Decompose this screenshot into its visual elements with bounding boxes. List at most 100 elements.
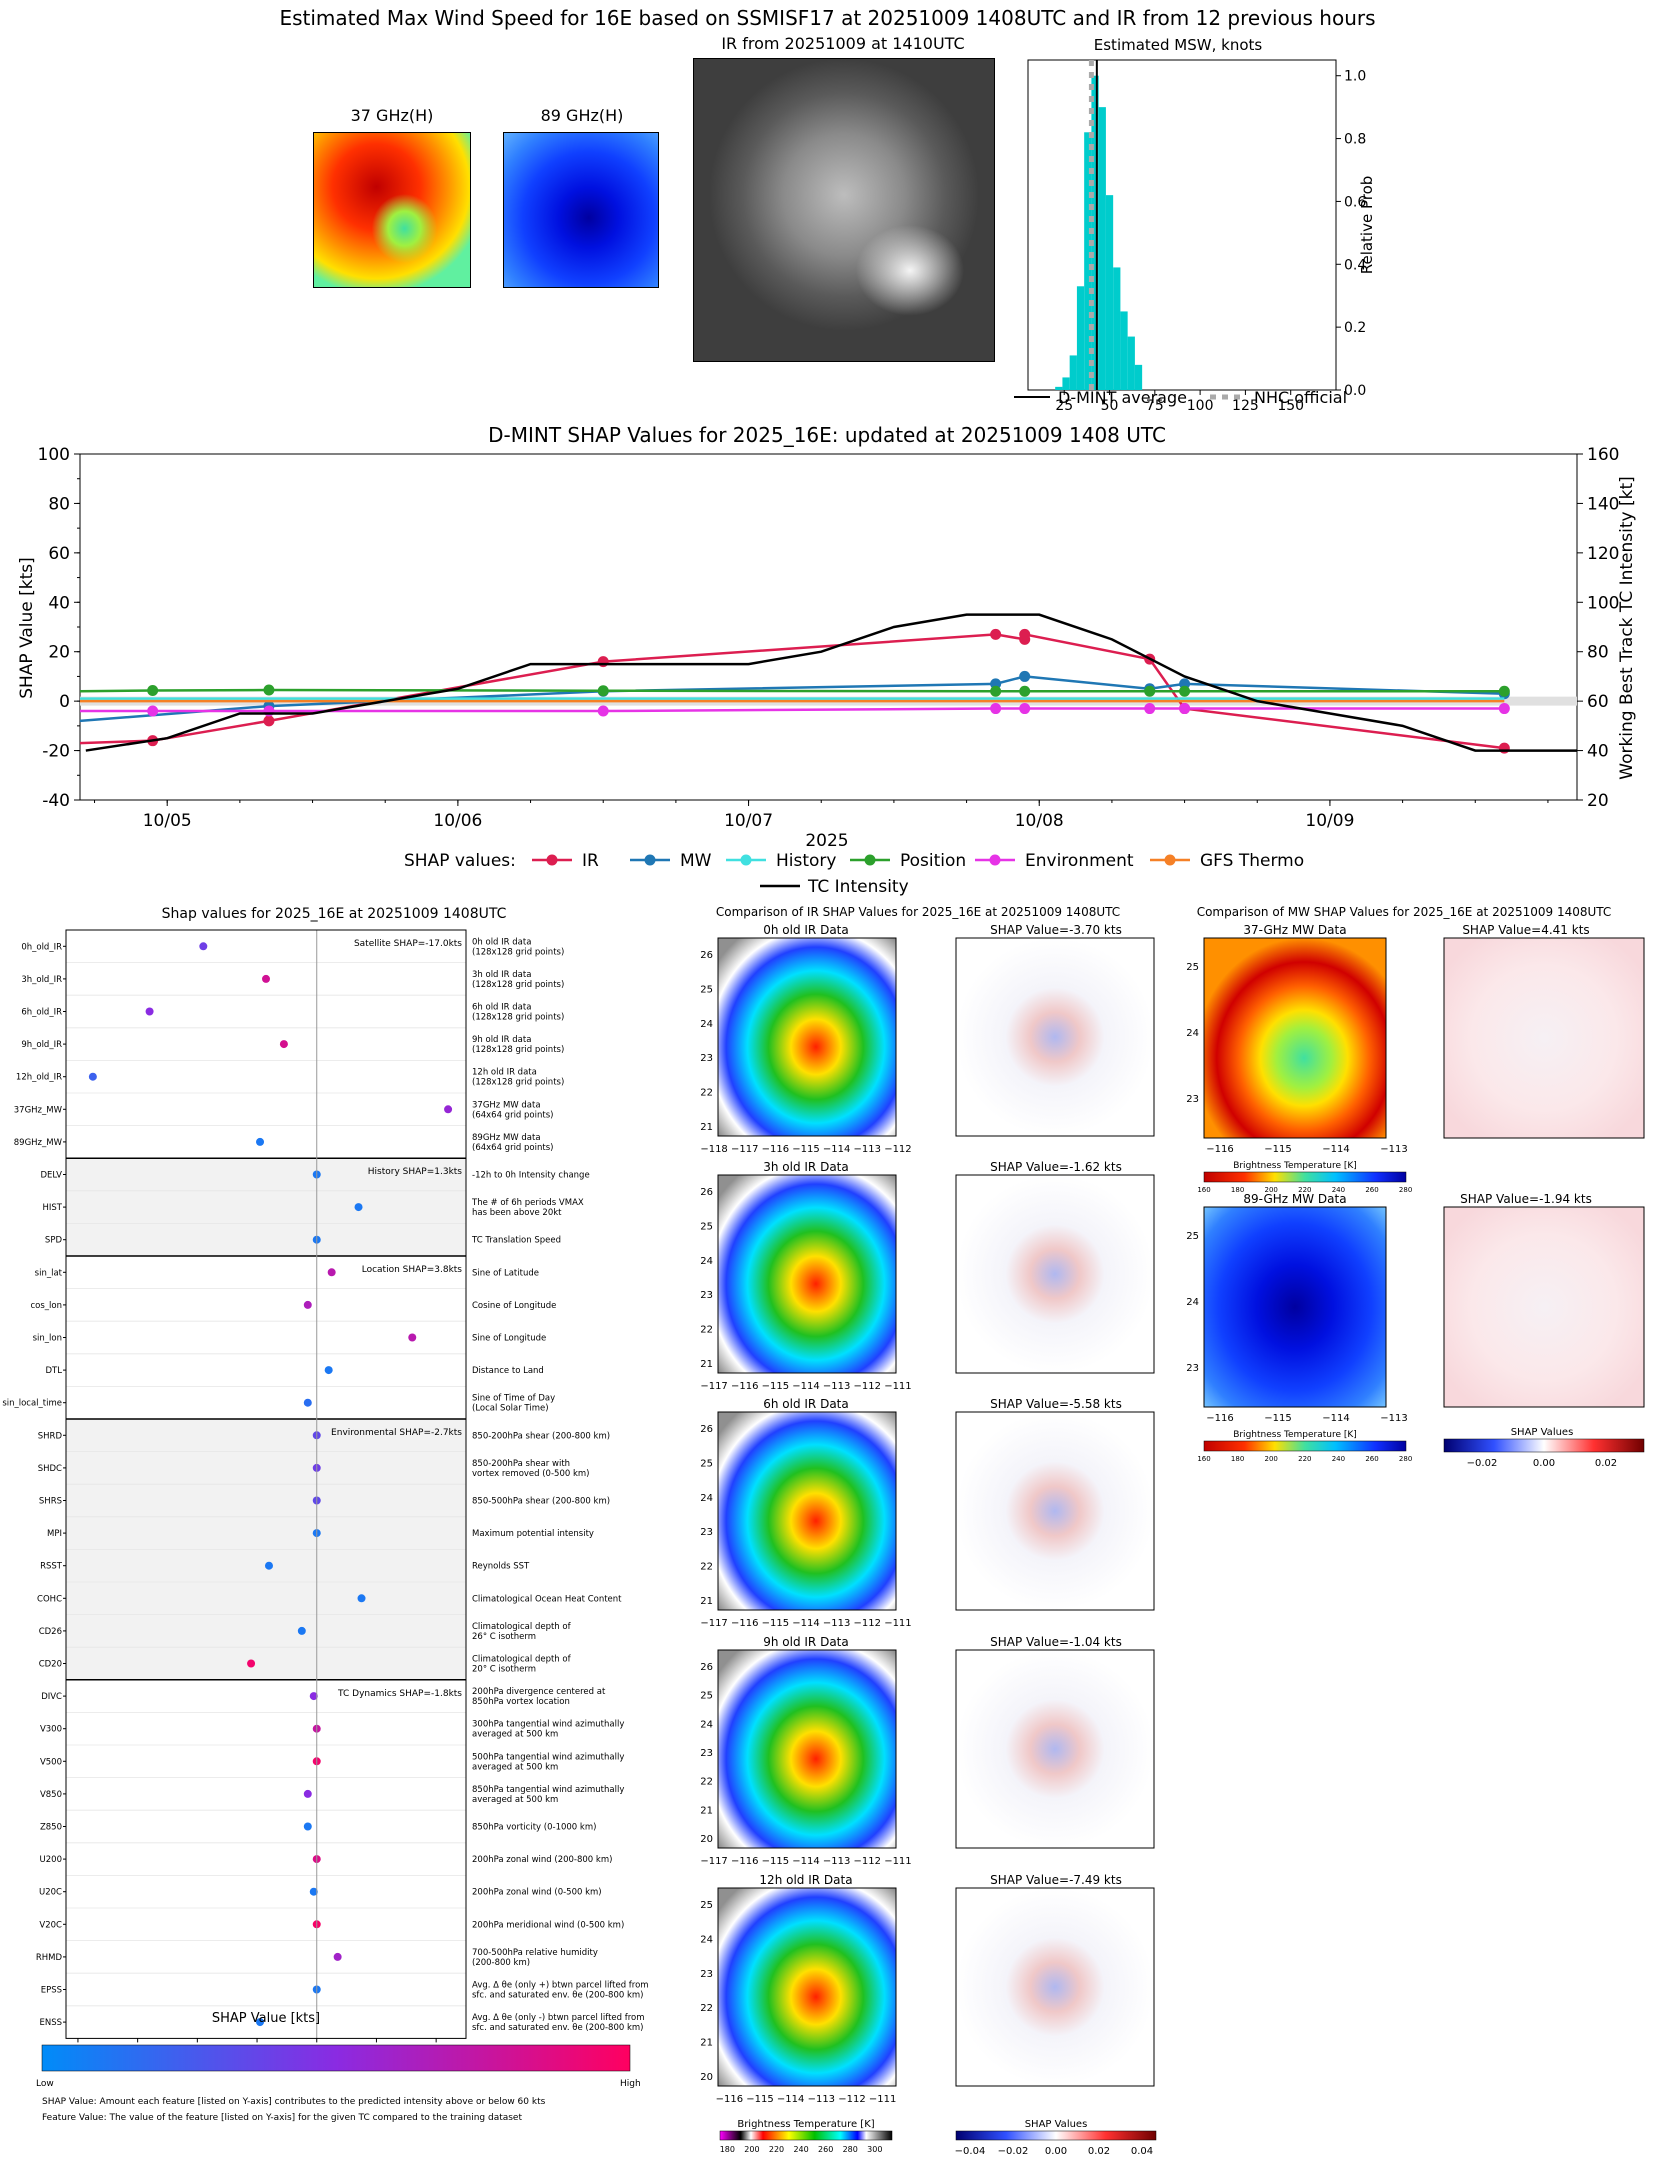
ir-xtick-labels: −116 −115 −114 −113 −112 −111 (716, 2094, 897, 2105)
hist-bar (1105, 195, 1114, 390)
legend-label: History (776, 851, 836, 871)
series-point-position (990, 685, 1002, 697)
hist-ytick-label: 0.0 (1344, 383, 1366, 399)
ir-ytick-label: 24 (700, 1934, 713, 1945)
feature-desc: vortex removed (0-500 km) (472, 1469, 589, 1479)
irc-shap-colorbar (955, 2130, 1157, 2141)
feature-name: Z850 (40, 1823, 62, 1833)
mw-shap-image (1443, 937, 1645, 1139)
feature-desc: 89GHz MW data (472, 1133, 541, 1143)
mw-shap-cbar-tick: −0.02 (1467, 1458, 1498, 1469)
legend-label: Position (900, 851, 966, 871)
hist-bar (1069, 355, 1077, 390)
ir-ytick-label: 24 (700, 1719, 713, 1730)
hist-bar (1062, 377, 1070, 390)
feature-desc: 6h old IR data (472, 1003, 531, 1013)
shap-panel-title: SHAP Value=-1.62 kts (990, 1160, 1122, 1174)
ir-ytick-label: 21 (700, 2038, 713, 2049)
feature-name: U20C (39, 1888, 62, 1898)
feature-desc: sfc. and saturated env. θe (200-800 km) (472, 2023, 644, 2033)
feature-name: sin_local_time (2, 1399, 62, 1409)
hist-bar (1055, 386, 1063, 390)
ir-title: IR from 20251009 at 1410UTC (721, 34, 965, 53)
hist-bar (1120, 311, 1128, 390)
irc-cbar-tick: 240 (793, 2145, 808, 2154)
series-point-environment (990, 703, 1002, 715)
sb-title: Shap values for 2025_16E at 20251009 140… (162, 906, 507, 922)
feature-shap-point (324, 1366, 333, 1375)
ts-y2tick-label: 160 (1587, 445, 1619, 465)
mw-cbar-tick: 220 (1298, 1186, 1311, 1194)
tc-intensity-line (85, 613, 1577, 752)
group-shading (66, 1158, 466, 1256)
series-point-position (147, 685, 159, 697)
hist-bar (1098, 107, 1106, 391)
irc-shap-tick: 0.00 (1045, 2146, 1067, 2157)
feature-name: 3h_old_IR (21, 975, 62, 985)
mw-cbar-tick: 160 (1197, 1455, 1210, 1463)
group-label: Location SHAP=3.8kts (362, 1265, 463, 1275)
feature-desc: 12h old IR data (472, 1068, 537, 1078)
ir-xtick-labels: −118 −117 −116 −115 −114 −113 −112 (700, 1144, 911, 1155)
cbar-low-label: Low (36, 2079, 54, 2089)
group-label: History SHAP=1.3kts (368, 1167, 463, 1177)
mw-panel-image (1203, 1206, 1387, 1408)
irc-cbar-tick: 200 (744, 2145, 759, 2154)
feature-shap-point (354, 1203, 363, 1212)
ir-ytick-label: 25 (700, 1221, 713, 1232)
feature-shap-point (309, 1887, 318, 1896)
hist-ytick-label: 0.2 (1344, 320, 1366, 336)
series-line-position (79, 688, 1505, 693)
feature-desc: (64x64 grid points) (472, 1143, 553, 1153)
feature-shap-point (264, 1561, 273, 1570)
footnote-feature: Feature Value: The value of the feature … (42, 2113, 522, 2123)
feature-desc: 3h old IR data (472, 970, 531, 980)
feature-name: HIST (43, 1203, 63, 1213)
series-point-position (1144, 685, 1156, 697)
irc-cbar-tick: 300 (867, 2145, 882, 2154)
hist-xtick-label: 150 (1277, 398, 1304, 414)
feature-shap-point (256, 1137, 265, 1146)
feature-desc: (128x128 grid points) (472, 1045, 564, 1055)
feature-desc: Maximum potential intensity (472, 1529, 594, 1539)
series-line-environment (80, 707, 1505, 713)
ts-y2tick-label: 60 (1587, 692, 1609, 712)
group-label: Environmental SHAP=-2.7kts (331, 1428, 462, 1438)
series-point-ir (597, 656, 609, 668)
mw-panel-image (1203, 937, 1387, 1139)
feature-desc: TC Translation Speed (471, 1236, 561, 1246)
mw-xtick-label: −115 (1264, 1144, 1291, 1155)
hist-bar (1113, 267, 1121, 390)
hist-bar (1134, 364, 1143, 390)
mw-cbar-tick: 200 (1265, 1186, 1278, 1194)
hist-ytick-label: 0.6 (1344, 194, 1366, 210)
msw-histogram: Estimated MSW, knots 0.00.20.40.60.81.0 … (1027, 36, 1376, 414)
shap-panel-image (955, 937, 1155, 1137)
feature-name: cos_lon (30, 1301, 62, 1311)
feature-name: MPI (47, 1529, 62, 1539)
ir-ytick-label: 23 (700, 1290, 713, 1301)
shap-panel-title: SHAP Value=-5.58 kts (990, 1397, 1122, 1411)
series-point-environment (1179, 703, 1191, 715)
feature-shap-point (303, 1789, 312, 1798)
ts-y2tick-label: 140 (1587, 494, 1619, 514)
ts-xtick-label: 10/09 (1305, 811, 1354, 831)
feature-desc: Avg. Δ θe (only +) btwn parcel lifted fr… (472, 1981, 649, 1991)
series-point-environment (597, 705, 609, 717)
hist-legend: D-MINT average NHC official (1014, 388, 1347, 407)
feature-shap-point (408, 1333, 417, 1342)
feature-name: SPD (45, 1236, 63, 1246)
legend-label: Environment (1025, 851, 1134, 871)
group-label: Satellite SHAP=-17.0kts (354, 939, 462, 949)
feature-desc: averaged at 500 km (472, 1762, 558, 1772)
feature-desc: (Local Solar Time) (472, 1404, 549, 1414)
legend-marker (740, 854, 752, 866)
mw37-image (313, 132, 471, 288)
feature-desc: (128x128 grid points) (472, 980, 564, 990)
ir-image (693, 58, 995, 362)
mw-ytick-label: 23 (1186, 1363, 1199, 1374)
series-point-environment (1498, 703, 1510, 715)
shap-panel-image (955, 1174, 1155, 1374)
series-point-environment (1144, 703, 1156, 715)
mwc-title: Comparison of MW SHAP Values for 2025_16… (1197, 905, 1612, 919)
